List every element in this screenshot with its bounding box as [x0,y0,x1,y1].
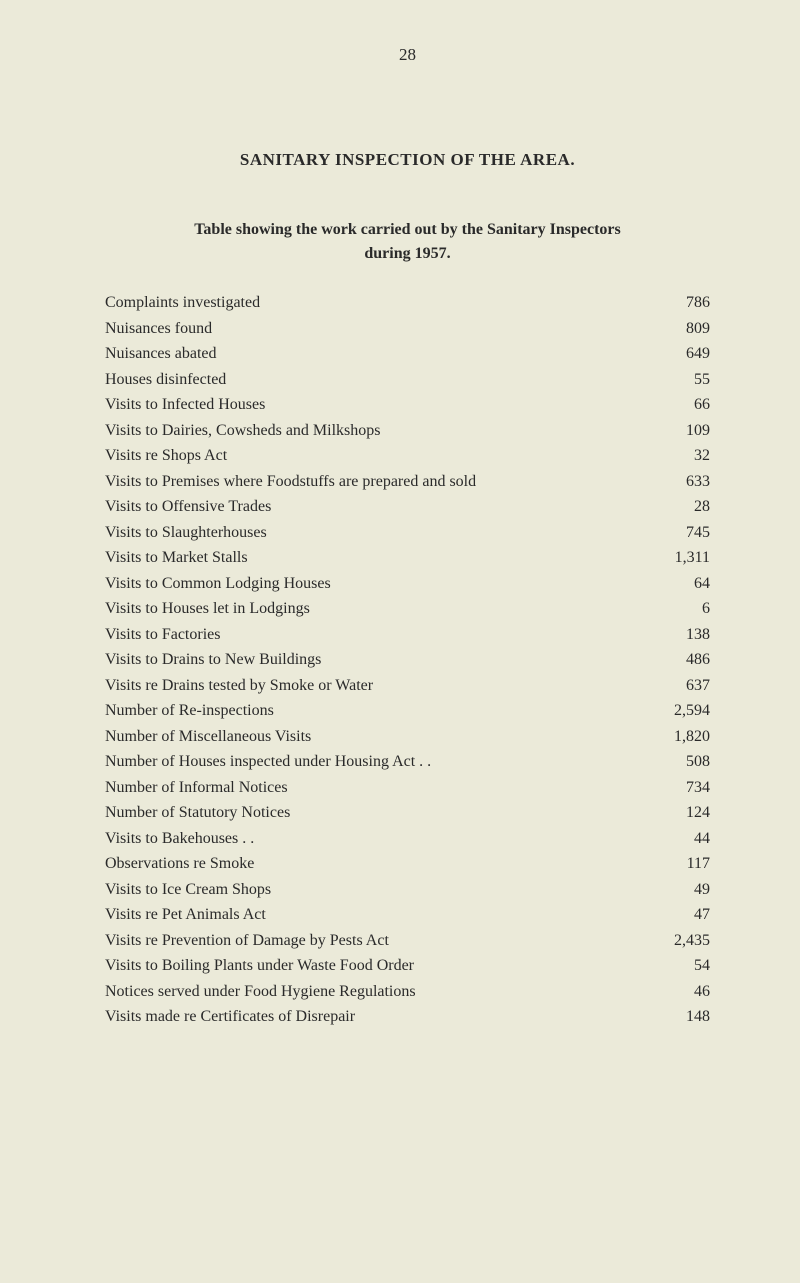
table-row: Visits to Common Lodging Houses64 [105,575,710,593]
table-row: Visits to Bakehouses . .44 [105,830,710,848]
row-label: Visits to Offensive Trades [105,498,650,516]
row-label: Visits to Bakehouses . . [105,830,650,848]
table-row: Complaints investigated786 [105,294,710,312]
row-value: 734 [650,779,710,797]
table-row: Observations re Smoke117 [105,855,710,873]
table-row: Number of Re-inspections2,594 [105,702,710,720]
row-value: 138 [650,626,710,644]
row-label: Visits re Drains tested by Smoke or Wate… [105,677,650,695]
row-value: 124 [650,804,710,822]
page-number: 28 [105,45,710,65]
row-value: 64 [650,575,710,593]
row-value: 44 [650,830,710,848]
row-label: Visits to Market Stalls [105,549,650,567]
row-value: 745 [650,524,710,542]
table-row: Visits re Drains tested by Smoke or Wate… [105,677,710,695]
table-row: Nuisances abated649 [105,345,710,363]
table-row: Visits made re Certificates of Disrepair… [105,1008,710,1026]
row-label: Visits to Common Lodging Houses [105,575,650,593]
row-value: 1,820 [650,728,710,746]
table-row: Nuisances found809 [105,320,710,338]
row-value: 66 [650,396,710,414]
row-value: 2,435 [650,932,710,950]
row-value: 486 [650,651,710,669]
table-row: Notices served under Food Hygiene Regula… [105,983,710,1001]
row-label: Complaints investigated [105,294,650,312]
table-row: Visits to Market Stalls1,311 [105,549,710,567]
row-label: Observations re Smoke [105,855,650,873]
row-value: 649 [650,345,710,363]
row-label: Visits to Drains to New Buildings [105,651,650,669]
table-subtitle: Table showing the work carried out by th… [105,218,710,266]
row-label: Visits to Dairies, Cowsheds and Milkshop… [105,422,650,440]
row-label: Number of Houses inspected under Housing… [105,753,650,771]
row-value: 1,311 [650,549,710,567]
row-label: Number of Statutory Notices [105,804,650,822]
table-row: Visits to Ice Cream Shops49 [105,881,710,899]
table-row: Number of Statutory Notices124 [105,804,710,822]
row-value: 109 [650,422,710,440]
table-row: Visits to Drains to New Buildings486 [105,651,710,669]
row-value: 809 [650,320,710,338]
table-row: Visits to Infected Houses66 [105,396,710,414]
row-value: 148 [650,1008,710,1026]
page-title: SANITARY INSPECTION OF THE AREA. [105,150,710,170]
row-value: 55 [650,371,710,389]
table-row: Visits to Boiling Plants under Waste Foo… [105,957,710,975]
row-value: 2,594 [650,702,710,720]
row-label: Houses disinfected [105,371,650,389]
table-row: Number of Informal Notices734 [105,779,710,797]
row-label: Visits to Slaughterhouses [105,524,650,542]
row-label: Visits to Infected Houses [105,396,650,414]
row-value: 786 [650,294,710,312]
row-value: 508 [650,753,710,771]
table-row: Number of Houses inspected under Housing… [105,753,710,771]
row-label: Visits re Pet Animals Act [105,906,650,924]
row-label: Nuisances found [105,320,650,338]
row-label: Number of Re-inspections [105,702,650,720]
row-value: 633 [650,473,710,491]
row-value: 6 [650,600,710,618]
table-row: Visits re Prevention of Damage by Pests … [105,932,710,950]
row-value: 47 [650,906,710,924]
table-row: Visits to Houses let in Lodgings6 [105,600,710,618]
table-row: Visits to Factories138 [105,626,710,644]
row-label: Visits made re Certificates of Disrepair [105,1008,650,1026]
row-value: 49 [650,881,710,899]
row-label: Number of Informal Notices [105,779,650,797]
row-value: 637 [650,677,710,695]
table-row: Number of Miscellaneous Visits1,820 [105,728,710,746]
row-value: 117 [650,855,710,873]
row-label: Visits to Ice Cream Shops [105,881,650,899]
row-label: Visits re Prevention of Damage by Pests … [105,932,650,950]
subtitle-line-2: during 1957. [364,245,450,262]
row-label: Nuisances abated [105,345,650,363]
table-row: Visits to Offensive Trades28 [105,498,710,516]
table-row: Visits to Dairies, Cowsheds and Milkshop… [105,422,710,440]
row-label: Visits to Factories [105,626,650,644]
subtitle-line-1: Table showing the work carried out by th… [194,221,621,238]
table-row: Visits re Pet Animals Act47 [105,906,710,924]
row-value: 54 [650,957,710,975]
row-label: Visits to Premises where Foodstuffs are … [105,473,650,491]
row-value: 32 [650,447,710,465]
inspection-table: Complaints investigated786Nuisances foun… [105,294,710,1026]
row-value: 28 [650,498,710,516]
row-value: 46 [650,983,710,1001]
row-label: Visits re Shops Act [105,447,650,465]
row-label: Notices served under Food Hygiene Regula… [105,983,650,1001]
table-row: Houses disinfected55 [105,371,710,389]
row-label: Visits to Boiling Plants under Waste Foo… [105,957,650,975]
table-row: Visits to Premises where Foodstuffs are … [105,473,710,491]
row-label: Visits to Houses let in Lodgings [105,600,650,618]
row-label: Number of Miscellaneous Visits [105,728,650,746]
table-row: Visits re Shops Act32 [105,447,710,465]
table-row: Visits to Slaughterhouses745 [105,524,710,542]
